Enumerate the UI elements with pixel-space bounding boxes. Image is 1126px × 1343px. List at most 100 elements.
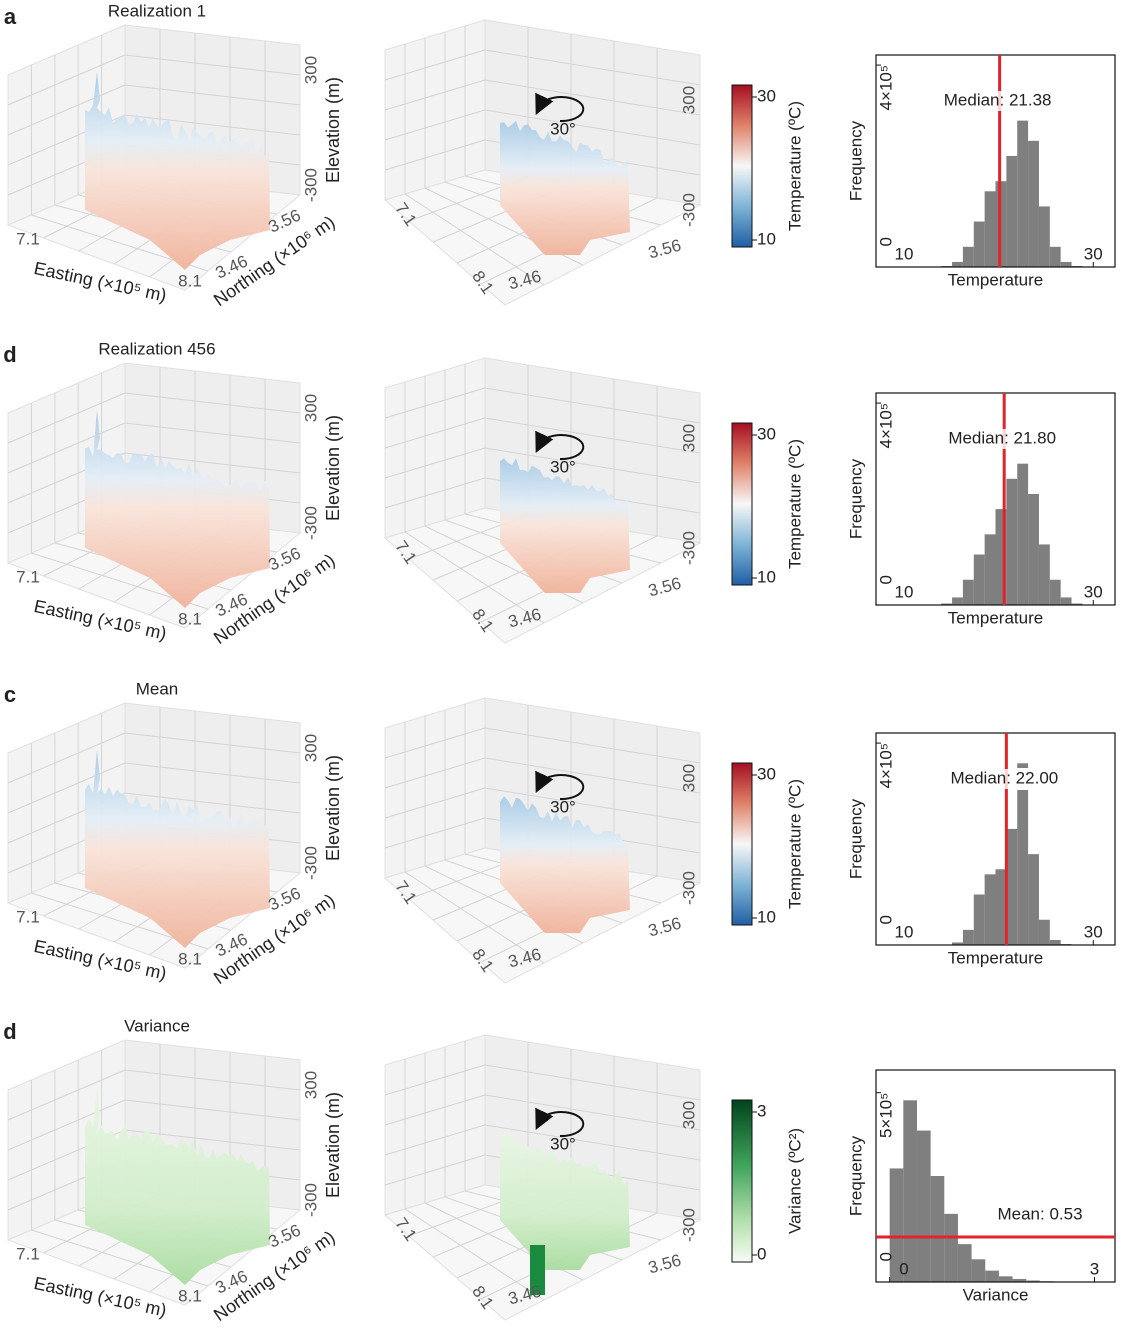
annotation: Median: 22.00 <box>950 768 1058 787</box>
y-tick-label: 0 <box>876 1252 895 1261</box>
y-axis-label: Frequency <box>846 798 865 879</box>
colorbar-tick-label: 3 <box>757 1101 766 1120</box>
bar <box>1006 829 1017 945</box>
bar <box>1017 121 1028 267</box>
colorbar-label: Temperature (ºC) <box>785 439 804 569</box>
bar <box>985 191 996 267</box>
x-tick-label: 3 <box>1090 1259 1099 1278</box>
panel-title: Mean <box>136 679 179 698</box>
bar <box>996 869 1007 945</box>
elevation-tick: 300 <box>301 56 320 84</box>
bar <box>931 1176 945 1282</box>
elevation-tick: -300 <box>679 193 698 227</box>
panel-letter: c <box>4 682 16 707</box>
bar <box>917 1131 931 1282</box>
x-axis-label: Variance <box>963 1285 1029 1304</box>
easting-tick: 7.1 <box>16 567 40 586</box>
elevation-tick: 300 <box>301 394 320 422</box>
elevation-tick: 300 <box>301 734 320 762</box>
bar <box>903 1100 917 1282</box>
colorbar-tick-label: 10 <box>757 229 776 248</box>
elevation-tick: -300 <box>301 506 320 540</box>
x-tick-label: 30 <box>1084 244 1103 263</box>
elevation-tick: -300 <box>679 871 698 905</box>
x-axis-label: Temperature <box>948 270 1043 289</box>
annotation: Median: 21.80 <box>948 428 1056 447</box>
y-axis-label: Frequency <box>846 458 865 539</box>
elevation-tick: 300 <box>679 424 698 452</box>
bar <box>974 895 985 945</box>
rotation-label: 30° <box>550 119 576 138</box>
bar <box>1050 247 1061 267</box>
elevation-tick: -300 <box>301 846 320 880</box>
easting-tick: 8.1 <box>178 1286 202 1305</box>
x-tick-label: 30 <box>1084 582 1103 601</box>
pane <box>385 358 485 538</box>
y-tick-label: 4×10⁵ <box>876 65 895 110</box>
elevation-tick: -300 <box>679 1208 698 1242</box>
colorbar <box>732 85 752 247</box>
bar <box>1017 763 1028 945</box>
x-tick-label: 0 <box>899 1259 908 1278</box>
bar <box>963 930 974 945</box>
bar <box>1039 544 1050 605</box>
bar <box>1006 479 1017 605</box>
bar <box>963 247 974 267</box>
panel-title: Variance <box>124 1016 190 1035</box>
colorbar <box>732 423 752 585</box>
bar <box>1039 206 1050 267</box>
bar <box>1050 580 1061 605</box>
bar <box>974 222 985 267</box>
bar <box>1050 940 1061 945</box>
bar <box>952 262 963 267</box>
bar <box>1006 156 1017 267</box>
bar <box>1017 464 1028 605</box>
y-tick-label: 4×10⁵ <box>876 743 895 788</box>
elevation-tick: -300 <box>301 168 320 202</box>
elevation-label: Elevation (m) <box>323 755 343 861</box>
bar <box>974 555 985 605</box>
pane <box>385 20 485 200</box>
y-tick-label: 0 <box>876 915 895 924</box>
bar <box>999 1276 1013 1282</box>
elevation-tick: 300 <box>679 764 698 792</box>
easting-tick: 8.1 <box>178 609 202 628</box>
x-axis-label: Temperature <box>948 608 1043 627</box>
colorbar-tick-label: 10 <box>757 907 776 926</box>
x-tick-label: 10 <box>895 244 914 263</box>
colorbar-tick-label: 30 <box>757 424 776 443</box>
colorbar <box>732 763 752 925</box>
bar <box>944 1214 958 1282</box>
colorbar-label: Temperature (ºC) <box>785 101 804 231</box>
bar <box>952 597 963 605</box>
northing-tick: 3.56 <box>646 1251 683 1278</box>
elevation-tick: 300 <box>679 86 698 114</box>
easting-tick: 7.1 <box>16 907 40 926</box>
pane <box>385 698 485 878</box>
bar <box>985 534 996 605</box>
easting-tick: 7.1 <box>16 1244 40 1263</box>
x-tick-label: 30 <box>1084 922 1103 941</box>
elevation-label: Elevation (m) <box>323 1092 343 1198</box>
easting-tick: 7.1 <box>16 229 40 248</box>
y-axis-label: Frequency <box>846 120 865 201</box>
y-tick-label: 0 <box>876 237 895 246</box>
rotation-label: 30° <box>550 457 576 476</box>
colorbar-tick-label: 10 <box>757 567 776 586</box>
elevation-tick: -300 <box>679 531 698 565</box>
colorbar-tick-label: 30 <box>757 86 776 105</box>
colorbar <box>732 1100 752 1262</box>
elevation-tick: -300 <box>301 1183 320 1217</box>
panel-letter: d <box>3 342 16 367</box>
rotation-label: 30° <box>550 797 576 816</box>
bar <box>1061 597 1072 605</box>
northing-tick: 3.56 <box>646 914 683 941</box>
rotation-label: 30° <box>550 1134 576 1153</box>
easting-tick: 8.1 <box>178 271 202 290</box>
bar <box>1028 854 1039 945</box>
panel-title: Realization 1 <box>108 1 206 20</box>
colorbar-tick-label: 0 <box>757 1244 766 1263</box>
bar <box>963 580 974 605</box>
bar <box>972 1259 986 1282</box>
panel-letter: d <box>3 1019 16 1044</box>
